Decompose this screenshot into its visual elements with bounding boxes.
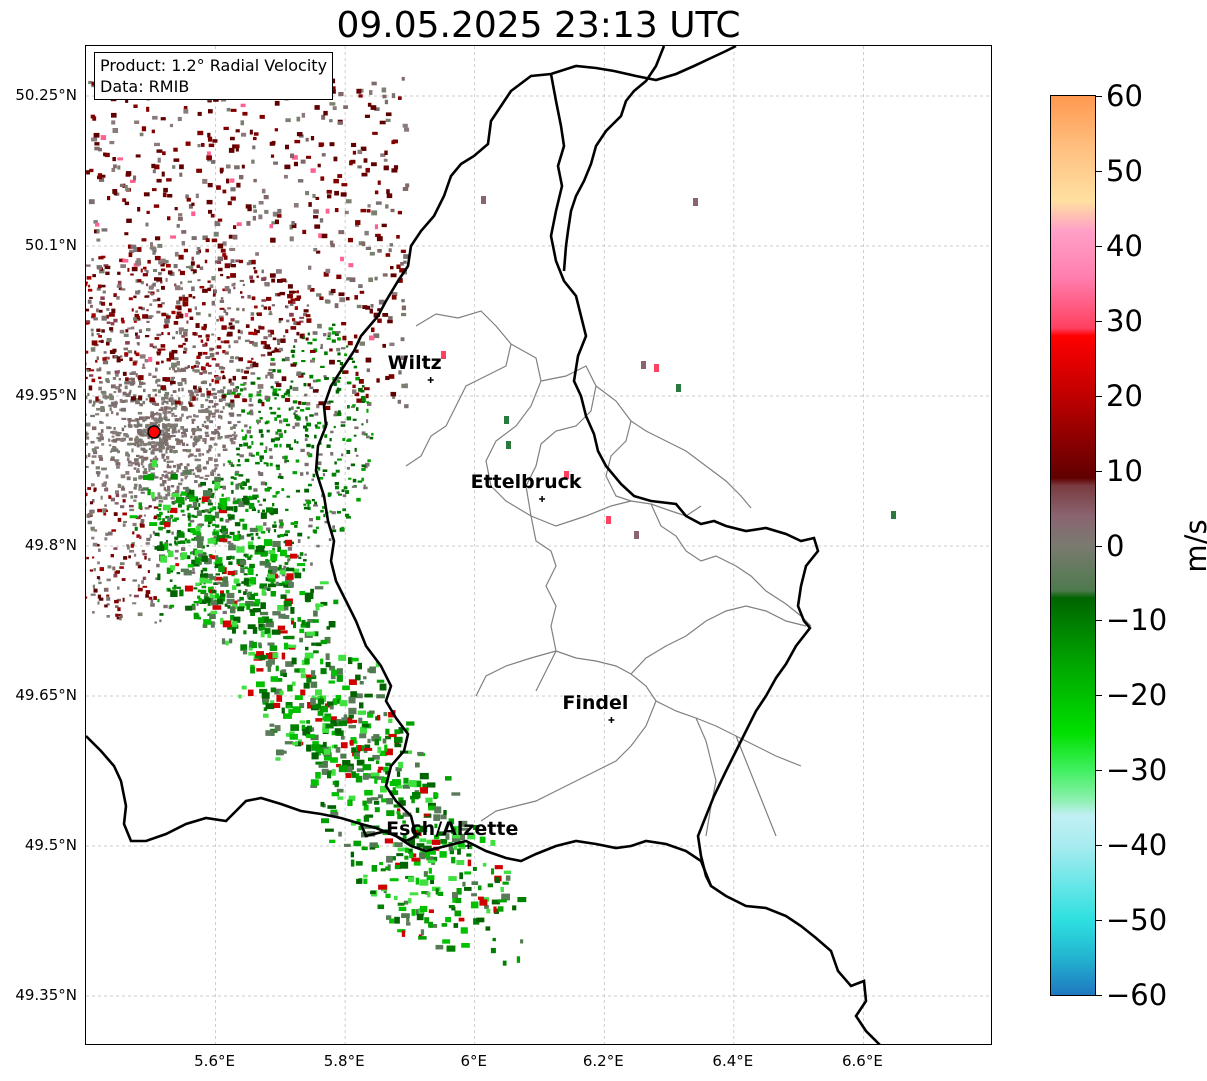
colorbar-tick-label: 50 — [1106, 153, 1143, 188]
city-markers — [427, 377, 615, 849]
colorbar-tick — [1096, 920, 1102, 922]
radar-site-marker — [147, 425, 161, 439]
country-border-belgium-luxembourg — [86, 46, 737, 843]
lat-tick-label: 49.95°N — [15, 386, 77, 404]
colorbar-tick — [1096, 545, 1102, 547]
colorbar-tick-label: 10 — [1106, 453, 1143, 488]
lon-tick-label: 6.4°E — [712, 1052, 754, 1070]
radar-map — [85, 45, 992, 1045]
city-marker — [427, 377, 434, 383]
colorbar-tick-label: −10 — [1106, 603, 1168, 638]
colorbar-tick-label: −60 — [1106, 978, 1168, 1012]
city-marker — [465, 843, 472, 849]
city-label: Ettelbruck — [470, 471, 582, 493]
canton-boundaries — [405, 310, 812, 837]
city-label: Wiltz — [387, 352, 442, 374]
lat-tick-label: 49.65°N — [15, 686, 77, 704]
lon-tick-label: 6.6°E — [842, 1052, 883, 1070]
product-info-box: Product: 1.2° Radial Velocity Data: RMIB — [94, 52, 334, 100]
colorbar-tick-label: −40 — [1106, 828, 1168, 863]
colorbar-tick — [1096, 320, 1102, 322]
colorbar-tick-label: 60 — [1106, 79, 1143, 113]
colorbar-tick — [1096, 245, 1102, 247]
colorbar-gradient — [1051, 96, 1095, 995]
colorbar-tick — [1096, 620, 1102, 622]
data-source-label: Data: RMIB — [100, 77, 190, 96]
city-marker — [608, 717, 615, 723]
map-title: 09.05.2025 23:13 UTC — [336, 5, 741, 46]
lat-tick-label: 49.5°N — [24, 836, 77, 854]
lon-tick-label: 6.2°E — [582, 1052, 624, 1070]
lat-tick-label: 49.8°N — [24, 536, 77, 554]
colorbar-tick — [1096, 770, 1102, 772]
country-border-luxembourg-france — [360, 822, 881, 1044]
borders — [86, 46, 881, 1044]
colorbar-tick-label: 0 — [1106, 528, 1125, 563]
lat-tick-label: 50.25°N — [15, 86, 77, 104]
colorbar-tick-label: −30 — [1106, 753, 1168, 788]
colorbar-tick — [1096, 170, 1102, 172]
city-label: Findel — [562, 692, 629, 714]
graticule — [86, 46, 991, 1044]
colorbar-tick-label: 20 — [1106, 378, 1143, 413]
colorbar-fill — [1051, 96, 1095, 995]
velocity-colorbar — [1050, 95, 1096, 996]
country-border-luxembourg-germany — [549, 73, 820, 887]
colorbar-unit-label: m/s — [1179, 519, 1207, 573]
lat-tick-label: 49.35°N — [15, 986, 77, 1004]
colorbar-tick — [1096, 695, 1102, 697]
colorbar-tick-label: −20 — [1106, 678, 1168, 713]
colorbar-tick — [1096, 395, 1102, 397]
colorbar-tick — [1096, 96, 1102, 97]
colorbar-tick — [1096, 995, 1102, 996]
moselle-river-border — [562, 46, 666, 272]
radar-map-canvas — [86, 46, 991, 1044]
product-label: Product: 1.2° Radial Velocity — [100, 56, 328, 75]
colorbar-tick-label: −50 — [1106, 903, 1168, 938]
colorbar-tick-label: 40 — [1106, 228, 1143, 263]
lon-tick-label: 6°E — [460, 1052, 487, 1070]
lat-tick-label: 50.1°N — [24, 236, 77, 254]
lon-tick-label: 5.6°E — [194, 1052, 235, 1070]
city-marker — [539, 496, 546, 502]
colorbar-tick — [1096, 845, 1102, 847]
radar-echoes — [86, 76, 896, 966]
lon-tick-label: 5.8°E — [323, 1052, 365, 1070]
colorbar-tick-label: 30 — [1106, 303, 1143, 338]
colorbar-tick — [1096, 470, 1102, 472]
city-label: Esch/Alzette — [386, 818, 519, 840]
